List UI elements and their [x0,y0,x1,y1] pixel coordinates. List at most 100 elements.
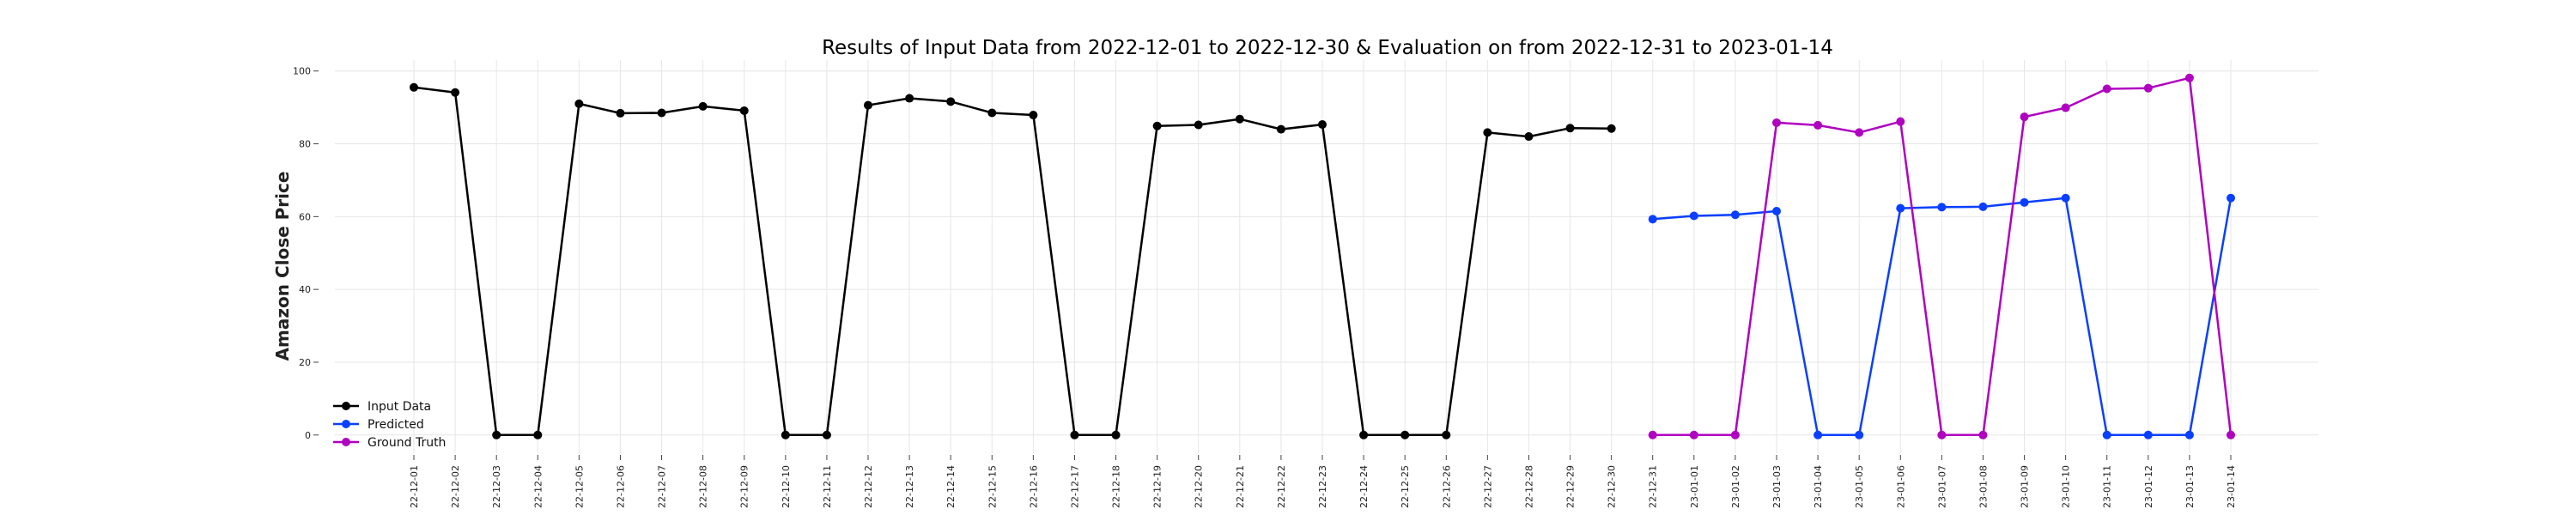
legend-entry: Predicted [368,418,424,432]
data-point [1648,215,1657,224]
data-point [1029,111,1038,120]
data-point [657,108,666,118]
x-tick-label: 22-12-28 [1523,465,1534,508]
x-tick-label: 22-12-24 [1358,465,1370,508]
data-point [1978,202,1988,211]
data-point [2061,103,2070,112]
data-point [2227,430,2235,439]
data-point [1730,430,1740,439]
x-tick-label: 22-12-15 [987,465,998,508]
x-tick-label: 23-01-14 [2226,465,2237,508]
data-point [905,94,914,103]
x-tick-label: 22-12-01 [409,465,420,508]
x-tick-label: 22-12-20 [1194,465,1205,508]
data-point [2143,430,2153,439]
data-point [1730,210,1740,220]
y-tick-label: 100 [293,66,311,77]
data-point [987,108,997,118]
x-tick-label: 22-12-23 [1317,465,1328,508]
y-tick-label: 60 [299,211,311,222]
x-tick-label: 22-12-02 [450,465,461,508]
legend-entry: Ground Truth [368,436,446,450]
x-tick-label: 23-01-03 [1771,465,1783,508]
legend-swatch-marker [342,402,350,410]
data-point [2102,430,2111,439]
y-tick-label: 80 [299,139,311,150]
x-tick-label: 23-01-06 [1895,465,1906,508]
data-point [1111,430,1121,439]
x-tick-label: 22-12-21 [1235,465,1246,508]
data-point [410,82,418,92]
data-point [2143,83,2153,93]
data-point [2061,193,2070,203]
x-tick-label: 22-12-14 [945,465,957,508]
x-tick-label: 22-12-17 [1069,465,1080,508]
data-point [1442,430,1451,439]
data-point [2102,84,2111,94]
data-point [492,430,501,439]
y-tick-label: 0 [305,430,311,441]
data-point [864,100,872,110]
x-tick-label: 22-12-29 [1565,465,1577,508]
x-tick-label: 22-12-31 [1648,465,1659,508]
x-tick-label: 23-01-01 [1689,465,1700,508]
y-tick-label: 20 [299,357,311,368]
x-tick-label: 22-12-25 [1400,465,1411,508]
x-tick-label: 23-01-09 [2020,465,2031,508]
data-point [781,430,790,439]
data-point [1689,430,1698,439]
data-point [1565,124,1575,133]
x-tick-label: 23-01-05 [1854,465,1865,508]
x-tick-label: 22-12-19 [1152,465,1163,508]
series-points [410,73,2235,439]
x-tick-label: 22-12-16 [1028,465,1039,508]
data-point [2020,197,2029,207]
data-point [1814,120,1823,130]
data-point [1937,203,1947,212]
grid [335,60,2318,453]
data-point [1524,132,1534,142]
series-line-0 [413,86,1612,437]
data-point [1855,430,1864,439]
x-tick-label: 22-12-22 [1276,465,1287,508]
data-point [2184,73,2194,82]
data-point [1235,114,1244,124]
data-point [533,430,543,439]
data-point [1194,120,1203,130]
data-point [1772,118,1781,127]
x-tick-label: 22-12-05 [574,465,585,508]
data-point [451,88,460,97]
data-point [698,101,708,111]
data-point [1318,120,1327,130]
data-point [616,108,625,118]
data-point [1937,430,1947,439]
x-tick-label: 22-12-09 [739,465,750,508]
data-point [1648,430,1657,439]
data-point [1814,430,1823,439]
x-tick-label: 22-12-18 [1111,465,1122,508]
legend: Input Data Predicted Ground Truth [333,400,446,450]
x-tick-label: 23-01-13 [2184,465,2196,508]
x-tick-label: 22-12-13 [904,465,915,508]
data-point [1689,211,1698,221]
x-tick-label: 22-12-03 [491,465,502,508]
data-point [1607,124,1616,133]
x-tick-label: 22-12-27 [1482,465,1493,508]
data-point [1359,430,1369,439]
data-point [2020,112,2029,122]
x-tick-label: 23-01-07 [1936,465,1947,508]
x-axis-ticks: 22-12-01 22-12-02 22-12-03 22-12-04 22-12-05… [409,455,2237,508]
y-tick-label: 40 [299,284,311,295]
x-tick-label: 22-12-26 [1441,465,1452,508]
data-point [1978,430,1988,439]
data-point [739,106,749,115]
x-tick-label: 22-12-07 [657,465,668,508]
data-point [1483,128,1492,137]
x-tick-label: 22-12-30 [1607,465,1618,508]
y-axis-ticks: 0 20 40 60 80 100 [293,66,319,441]
x-tick-label: 22-12-06 [615,465,626,508]
x-tick-label: 23-01-02 [1730,465,1741,508]
legend-entry: Input Data [368,400,431,414]
data-point [1276,124,1285,134]
